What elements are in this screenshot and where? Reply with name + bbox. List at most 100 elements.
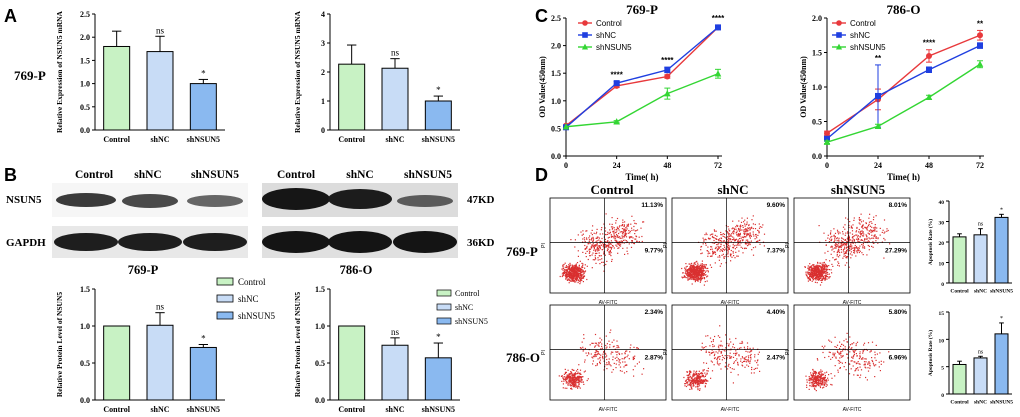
flow-event (883, 237, 885, 240)
flow-event (752, 223, 754, 225)
flow-event (850, 368, 852, 370)
flow-event (576, 381, 578, 383)
flow-event (844, 239, 847, 241)
flow-event (687, 274, 689, 276)
flow-event (594, 346, 596, 348)
flow-event (571, 373, 573, 375)
flow-event (631, 236, 633, 238)
flow-event (823, 265, 826, 267)
flow-event (636, 229, 639, 231)
flow-event (737, 255, 739, 257)
flow-event (700, 349, 702, 351)
flow-event (852, 357, 854, 359)
flow-event (691, 387, 693, 389)
flow-event (851, 227, 853, 229)
flow-event (716, 360, 719, 362)
flow-event (738, 241, 740, 243)
y-tick-label: 3 (321, 39, 325, 48)
flow-event (694, 271, 696, 273)
flow-event (703, 369, 705, 371)
flow-event (582, 271, 584, 273)
flow-event (736, 352, 738, 354)
y-tick-label: 1.5 (812, 49, 822, 58)
flow-event (570, 269, 572, 271)
flow-event (734, 354, 737, 356)
flow-event (700, 249, 702, 251)
flow-event (566, 279, 568, 281)
flow-event (828, 277, 830, 279)
flow-event (685, 277, 687, 279)
flow-event (837, 264, 839, 266)
flow-event (688, 378, 690, 381)
flow-event (817, 377, 819, 379)
flow-event (582, 266, 584, 268)
flow-event (566, 270, 568, 272)
flow-event (842, 355, 844, 357)
flow-event (704, 386, 706, 388)
flow-event (868, 217, 870, 219)
flow-event (705, 335, 707, 337)
flow-event (820, 375, 822, 377)
flow-event (595, 262, 597, 264)
flow-event (585, 230, 587, 232)
flow-event (812, 278, 814, 280)
flow-event (578, 268, 580, 270)
flow-event (815, 278, 817, 280)
flow-event (749, 243, 751, 245)
flow-event (623, 236, 625, 238)
flow-event (727, 248, 729, 251)
panel-label-d: D (535, 165, 548, 185)
flow-event (571, 275, 573, 277)
flow-event (851, 343, 853, 345)
x-tick-label: Control (950, 400, 969, 406)
flow-event (590, 353, 592, 355)
flow-event (605, 213, 607, 215)
flow-event (577, 269, 579, 271)
flow-event (838, 247, 840, 249)
flow-event (757, 353, 759, 355)
flow-event (597, 353, 599, 355)
flow-event (728, 230, 730, 232)
flow-event (835, 346, 838, 348)
flow-event (624, 352, 626, 354)
flow-event (822, 270, 824, 272)
flow-event (638, 241, 640, 243)
flow-event (700, 268, 702, 270)
flow-event (735, 350, 737, 352)
flow-event (572, 280, 574, 282)
flow-event (729, 239, 731, 241)
flow-event (604, 352, 606, 354)
flow-event (610, 235, 613, 237)
flow-event (812, 269, 815, 271)
flow-event (872, 360, 874, 363)
flow-event (606, 346, 608, 348)
flow-event (624, 221, 626, 223)
blot-kd-36: 36KD (467, 237, 495, 249)
flow-event (848, 224, 850, 226)
flow-event (713, 345, 715, 347)
flow-event (596, 252, 598, 254)
flow-event (825, 383, 827, 385)
flow-event (707, 253, 709, 255)
flow-event (705, 351, 707, 353)
flow-event (865, 226, 867, 229)
flow-event (817, 279, 819, 281)
flow-event (749, 229, 751, 231)
flow-event (701, 342, 703, 344)
flow-event (846, 249, 849, 251)
bar-shnc (146, 51, 174, 131)
flow-event (806, 384, 808, 386)
flow-event (750, 358, 752, 360)
flow-event (719, 256, 721, 258)
y-tick-label: 0.5 (812, 118, 822, 127)
x-tick-label: shNC (385, 135, 404, 144)
flow-event (745, 224, 747, 226)
flow-event (834, 239, 836, 241)
flow-event (596, 243, 598, 245)
flow-event (714, 242, 716, 244)
flow-event (832, 354, 834, 356)
flow-event (686, 382, 688, 384)
flow-event (705, 380, 707, 382)
flow-event (618, 242, 620, 245)
flow-event (710, 248, 712, 251)
